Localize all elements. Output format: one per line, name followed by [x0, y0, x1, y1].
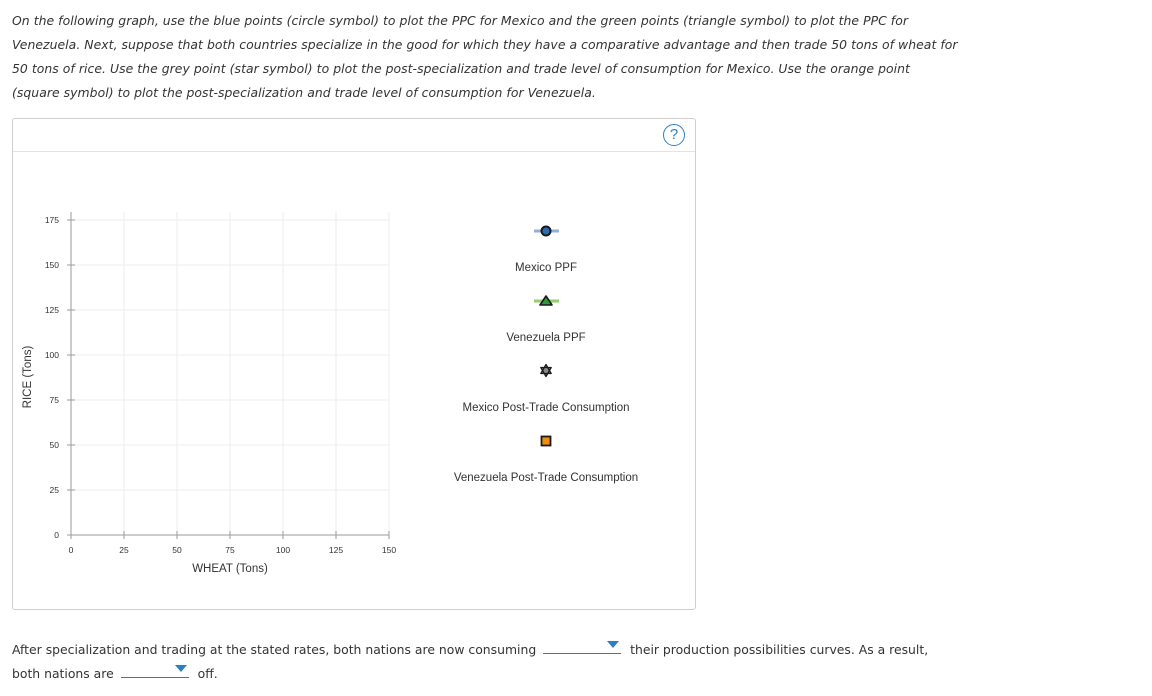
instructions: On the following graph, use the blue poi… [12, 9, 1012, 105]
question-text-2: their production possibilities curves. A… [630, 642, 929, 657]
better-off-dropdown[interactable] [120, 661, 189, 678]
grey-star-icon[interactable] [540, 363, 552, 378]
green-triangle-icon[interactable] [539, 295, 553, 306]
legend-label-mexico-ppf: Mexico PPF [515, 262, 577, 274]
orange-square-icon[interactable] [540, 435, 552, 447]
y-tick-label: 50 [50, 440, 60, 450]
question-text-3: both nations are [12, 666, 114, 681]
x-tick-label: 125 [329, 545, 343, 555]
ppf-graph[interactable]: 0 25 50 75 100 125 150 0 25 50 75 100 125 150 175 WHE… [13, 119, 695, 609]
graph-panel: ? 0 25 50 75 100 125 150 0 25 50 75 100 125 150 175 W… [12, 118, 696, 610]
x-tick-label: 75 [225, 545, 235, 555]
x-tick-labels: 0 25 50 75 100 125 150 [69, 545, 397, 555]
legend-item-venezuela-post-trade[interactable]: Venezuela Post-Trade Consumption [454, 435, 638, 485]
instructions-line-3: 50 tons of rice. Use the grey point (sta… [12, 61, 910, 76]
legend-label-venezuela-post-trade: Venezuela Post-Trade Consumption [454, 472, 638, 484]
gridlines [71, 212, 390, 535]
chevron-down-icon [607, 641, 620, 648]
instructions-line-4: (square symbol) to plot the post-special… [12, 85, 596, 100]
legend-item-mexico-ppf[interactable]: Mexico PPF [515, 225, 577, 275]
axes [67, 212, 390, 539]
y-tick-label: 75 [50, 395, 60, 405]
x-tick-label: 100 [276, 545, 290, 555]
y-axis-title: RICE (Tons) [22, 346, 34, 409]
consumption-dropdown[interactable] [543, 637, 622, 654]
question-text-4: off. [197, 666, 218, 681]
x-tick-label: 0 [69, 545, 74, 555]
blue-circle-icon[interactable] [540, 225, 552, 237]
instructions-line-1: On the following graph, use the blue poi… [12, 13, 908, 28]
x-axis-title: WHEAT (Tons) [192, 563, 268, 575]
x-tick-label: 25 [119, 545, 129, 555]
legend-item-venezuela-ppf[interactable]: Venezuela PPF [506, 295, 586, 344]
question-line-1: After specialization and trading at the … [12, 637, 928, 657]
legend: Mexico PPF Venezuela PPF Mexico Post-Tra… [454, 225, 638, 485]
question-line-2: both nations are off. [12, 661, 218, 681]
x-tick-label: 150 [382, 545, 396, 555]
y-tick-label: 150 [45, 260, 59, 270]
y-tick-label: 0 [54, 530, 59, 540]
y-tick-label: 100 [45, 350, 59, 360]
graph-panel-header: ? [13, 119, 695, 152]
y-tick-label: 175 [45, 215, 59, 225]
legend-label-venezuela-ppf: Venezuela PPF [506, 332, 585, 344]
help-icon[interactable]: ? [663, 124, 685, 146]
instructions-line-2: Venezuela. Next, suppose that both count… [12, 37, 958, 52]
y-tick-label: 25 [50, 485, 60, 495]
y-tick-label: 125 [45, 305, 59, 315]
legend-item-mexico-post-trade[interactable]: Mexico Post-Trade Consumption [462, 363, 630, 415]
y-tick-labels: 0 25 50 75 100 125 150 175 [45, 215, 59, 540]
chevron-down-icon [174, 665, 187, 672]
x-tick-label: 50 [172, 545, 182, 555]
question-text-1: After specialization and trading at the … [12, 642, 537, 657]
legend-label-mexico-post-trade: Mexico Post-Trade Consumption [462, 402, 629, 414]
